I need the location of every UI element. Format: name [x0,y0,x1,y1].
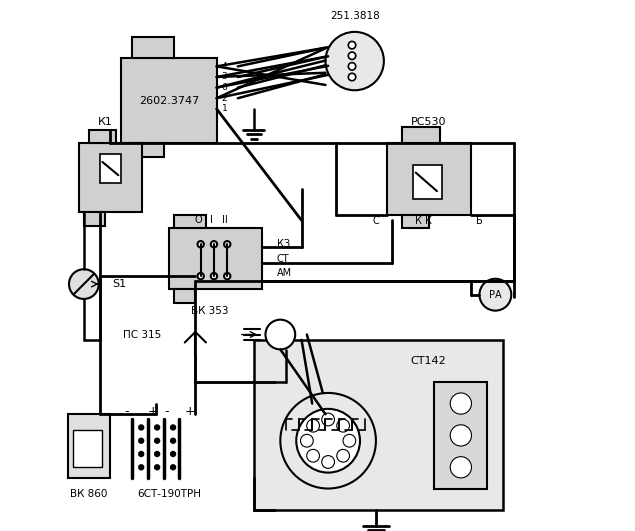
Circle shape [322,413,335,426]
Bar [131,143,163,157]
Circle shape [479,279,511,311]
Circle shape [171,452,175,456]
Circle shape [349,73,356,81]
Bar [79,143,142,212]
Text: К1: К1 [98,117,112,127]
Circle shape [197,241,204,247]
Circle shape [337,449,349,462]
Bar [84,212,105,226]
Bar [403,215,429,228]
Text: -: - [124,405,129,418]
Circle shape [139,425,144,430]
Text: +: + [147,405,158,418]
Circle shape [280,393,376,489]
Text: ПС 315: ПС 315 [123,330,161,339]
Text: 1: 1 [222,105,227,113]
Circle shape [450,425,472,446]
Bar [100,154,121,183]
Circle shape [211,241,217,247]
Circle shape [139,465,144,469]
Bar [387,143,472,215]
Text: 2602.3747: 2602.3747 [138,96,199,106]
Circle shape [197,273,204,279]
Circle shape [349,41,356,49]
Circle shape [349,52,356,59]
Circle shape [450,393,472,414]
Text: КЗ: КЗ [277,239,290,249]
Circle shape [155,452,159,456]
Text: +: + [185,405,196,418]
Text: ВК 353: ВК 353 [191,306,229,315]
Text: II: II [222,216,227,225]
Circle shape [326,32,384,90]
Text: 2: 2 [222,94,227,102]
Circle shape [307,419,319,432]
Text: 251.3818: 251.3818 [330,11,380,21]
Bar [174,289,196,303]
Text: 4: 4 [222,62,227,71]
Circle shape [307,449,319,462]
Text: СТ: СТ [277,254,289,264]
Bar [89,130,116,143]
Text: РА: РА [489,290,502,299]
Circle shape [343,434,356,447]
Circle shape [300,434,313,447]
Circle shape [139,439,144,443]
Circle shape [171,425,175,430]
Bar [403,127,439,143]
Circle shape [224,273,231,279]
Circle shape [265,320,295,349]
Circle shape [155,439,159,443]
Text: 3: 3 [222,73,227,81]
Bar [254,340,504,510]
Text: РС530: РС530 [411,117,447,127]
Text: I: I [210,216,213,225]
Bar [174,215,206,228]
Text: 6: 6 [222,83,227,92]
Bar [131,37,174,58]
Bar [68,414,110,478]
Text: АМ: АМ [277,269,291,278]
Circle shape [450,457,472,478]
Circle shape [69,269,98,299]
Bar [434,382,488,489]
Bar [169,228,262,289]
Text: С: С [373,217,379,226]
Text: К К: К К [415,217,432,226]
Text: 6СТ-190ТРН: 6СТ-190ТРН [137,489,201,499]
Circle shape [337,419,349,432]
Text: ВК 860: ВК 860 [70,489,108,499]
Text: -: - [164,405,168,418]
Bar [121,58,217,143]
Circle shape [322,456,335,468]
Bar [413,165,443,199]
Circle shape [171,439,175,443]
Text: Б: Б [476,217,483,226]
Text: СТ142: СТ142 [411,356,446,366]
Text: О: О [194,216,202,225]
Circle shape [211,273,217,279]
Circle shape [155,465,159,469]
Circle shape [224,241,231,247]
Circle shape [139,452,144,456]
Bar [73,430,102,467]
Circle shape [297,409,360,473]
Circle shape [155,425,159,430]
Text: S1: S1 [112,279,126,289]
Circle shape [171,465,175,469]
Circle shape [349,63,356,70]
